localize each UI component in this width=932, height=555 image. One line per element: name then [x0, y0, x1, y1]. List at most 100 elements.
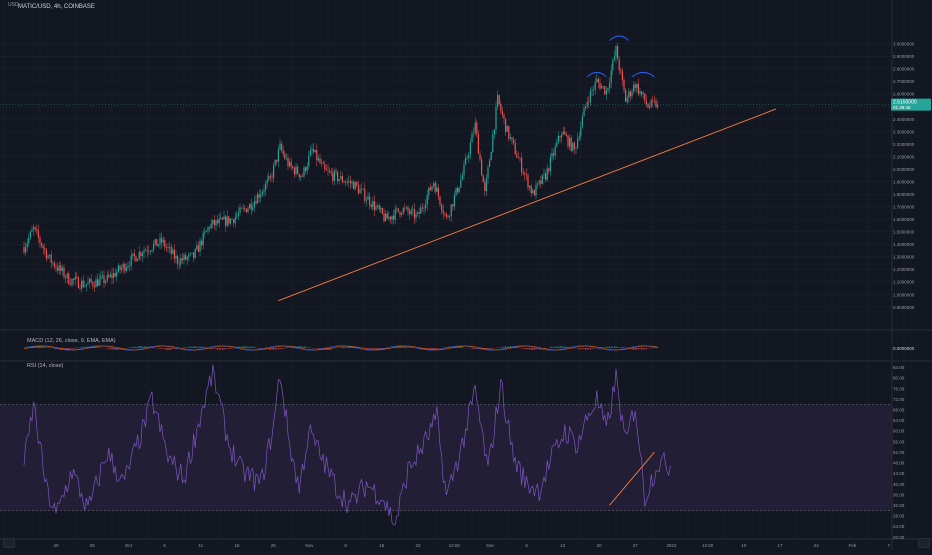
price-tick-label: 1.8000000 [893, 192, 915, 197]
candle-body [505, 119, 506, 132]
candle [478, 130, 479, 154]
candle-body [484, 182, 485, 191]
candle [396, 207, 397, 213]
candle [151, 249, 152, 252]
macd-hist-bar [536, 348, 537, 349]
macd-hist-bar [502, 347, 503, 348]
candle-body [316, 150, 317, 160]
candle-body [292, 167, 293, 168]
candle [395, 205, 396, 224]
candle [500, 101, 501, 114]
macd-hist-bar [579, 348, 580, 349]
candle [582, 112, 583, 128]
candle [534, 189, 535, 196]
candle-body [415, 214, 416, 219]
macd-hist-bar [313, 348, 314, 349]
candle [169, 242, 170, 254]
macd-hist-bar [428, 348, 429, 349]
candle-body [95, 280, 96, 288]
candle-body [75, 277, 76, 280]
candle-body [558, 136, 559, 142]
candle [470, 138, 471, 159]
macd-hist-bar [188, 347, 189, 348]
candle-body [454, 195, 455, 206]
macd-hist-bar [400, 347, 401, 348]
candle [622, 68, 623, 86]
candle-body [335, 171, 336, 172]
macd-hist-bar [617, 347, 618, 348]
candle [137, 259, 138, 262]
candle-body [564, 132, 565, 135]
candle-body [166, 247, 167, 248]
scroll-left-button[interactable] [3, 538, 15, 548]
candle-body [467, 158, 468, 159]
candle-body [27, 243, 28, 247]
macd-hist-bar [331, 348, 332, 350]
candle-body [518, 157, 519, 158]
candle-body [579, 137, 580, 139]
candle [243, 204, 244, 211]
macd-hist-bar [260, 348, 261, 349]
macd-hist-bar [555, 346, 556, 348]
candle [39, 235, 40, 248]
candle [116, 268, 117, 281]
macd-hist-bar [532, 348, 533, 350]
candle [372, 197, 373, 211]
candle-body [447, 217, 448, 218]
candle-body [311, 149, 312, 150]
candle-body [143, 251, 144, 254]
macd-hist-bar [137, 347, 138, 348]
candle-body [193, 252, 194, 258]
candle-body [446, 214, 447, 217]
candle [561, 132, 562, 142]
macd-label[interactable]: MACD (12, 26, close, 9, EMA, EMA) [27, 338, 116, 344]
candle-body [243, 208, 244, 209]
macd-hist-bar [222, 348, 223, 350]
candle [209, 226, 210, 232]
candle-body [271, 177, 272, 178]
candle-body [326, 169, 327, 170]
candle-body [545, 174, 546, 180]
candle [33, 224, 34, 235]
rsi-tick-label: 48.00 [893, 461, 905, 466]
time-tick-label: 13 [560, 543, 566, 548]
symbol-title[interactable]: MATIC/USD, 4h, COINBASE [18, 4, 95, 10]
price-tick-label: 1.1000000 [893, 280, 915, 285]
candle-body [463, 164, 464, 175]
candle-body [191, 252, 192, 253]
rsi-label[interactable]: RSI (14, close) [27, 363, 63, 369]
candle [155, 239, 156, 247]
candle [299, 173, 300, 180]
candle [319, 154, 320, 165]
candle [311, 144, 312, 156]
macd-hist-bar [172, 348, 173, 349]
macd-hist-bar [635, 348, 636, 350]
candle [558, 131, 559, 143]
candle [252, 202, 253, 211]
candle-body [377, 205, 378, 206]
candle-body [286, 158, 287, 159]
candle-body [190, 253, 191, 254]
candle-body [622, 71, 623, 80]
candle-body [121, 268, 122, 270]
settings-gear-icon[interactable] [918, 538, 930, 548]
candle [230, 218, 231, 225]
candle-body [476, 123, 477, 134]
candle-body [270, 176, 271, 177]
candle [212, 220, 213, 228]
candle [278, 146, 279, 167]
candle-body [444, 213, 445, 214]
candle-body [204, 232, 205, 233]
candle [580, 121, 581, 141]
candle-body [468, 154, 469, 158]
macd-hist-bar [281, 348, 282, 349]
candle-body [105, 281, 106, 283]
candle [585, 106, 586, 111]
candle-body [339, 179, 340, 181]
candle [71, 278, 72, 288]
candle-body [273, 165, 274, 178]
candle-body [323, 163, 324, 164]
macd-hist-bar [561, 346, 562, 348]
candle [227, 210, 228, 227]
